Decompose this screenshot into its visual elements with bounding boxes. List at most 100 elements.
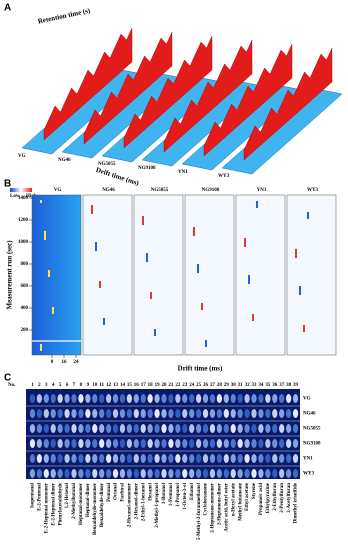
spot [175, 469, 181, 478]
spot [251, 454, 257, 463]
spot [92, 424, 98, 433]
signal [52, 311, 54, 314]
spot [119, 409, 126, 418]
spot [272, 439, 278, 448]
spot [112, 409, 119, 418]
spot [161, 394, 167, 403]
column-number: 37 [279, 383, 285, 388]
spot [57, 424, 63, 433]
signal [99, 283, 101, 286]
spot [175, 409, 181, 418]
column-number: 38 [286, 383, 292, 388]
spot [43, 439, 49, 448]
sample-label: VG [18, 154, 26, 159]
column-number: 36 [272, 383, 278, 388]
signal [197, 266, 199, 269]
spot [85, 424, 91, 433]
compound-label: 2-Heptanone-dimer [218, 482, 223, 525]
spot [258, 469, 264, 478]
y-tick-label: 400 [21, 306, 29, 311]
spot [140, 454, 146, 463]
compound-label: 2-Acetylfuran [287, 483, 292, 513]
spot [154, 424, 160, 433]
signal [248, 281, 250, 284]
signal [99, 285, 101, 288]
signal [146, 259, 148, 262]
signal [252, 314, 254, 317]
column-number: 5 [59, 383, 62, 388]
signal [303, 329, 305, 332]
spot [126, 394, 133, 403]
compound-label: Heptanal-dimer [86, 482, 91, 517]
spot [105, 394, 112, 403]
row-label: NG9108 [303, 442, 321, 447]
spot [265, 424, 271, 433]
spot [216, 409, 223, 418]
spot [99, 439, 105, 448]
y-tick-label: 600 [21, 284, 29, 289]
signal [201, 303, 203, 306]
spot [230, 439, 236, 448]
signal [244, 244, 246, 247]
signal [40, 348, 42, 351]
peak [203, 43, 293, 157]
signal [205, 342, 207, 345]
colorbar-label: High [26, 194, 37, 199]
signal [307, 214, 309, 217]
column-number: 24 [189, 383, 195, 388]
signal [205, 340, 207, 343]
compound-label: Cyclohexanone [204, 482, 209, 515]
spot [285, 409, 292, 418]
x-axis-label: Drift time (ms) [178, 365, 223, 373]
signal [142, 218, 144, 221]
column-number: 34 [258, 383, 264, 388]
signal [103, 322, 105, 325]
column-number: 22 [175, 383, 181, 388]
compound-label: E-2-Heptenal monomer [44, 482, 49, 533]
signal [299, 288, 301, 291]
spot [168, 424, 174, 433]
spot [119, 394, 126, 403]
column-number: 31 [238, 383, 244, 388]
spot [154, 469, 160, 478]
spot [168, 394, 174, 403]
compound-label: 1,2-Hexenal [65, 482, 70, 508]
compound-label: 2-Ethyl-1-hexanol [141, 482, 146, 521]
spot [133, 454, 139, 463]
compound-label: 1-Pentanol [169, 482, 174, 506]
spot [133, 439, 139, 448]
spot [209, 454, 216, 463]
column-number: 15 [127, 383, 133, 388]
signal [142, 216, 144, 219]
sample-header: WY3 [307, 188, 319, 193]
spot [258, 454, 264, 463]
subplot [184, 194, 235, 356]
spot [202, 424, 209, 433]
spot [154, 409, 160, 418]
panel-label: B [4, 179, 11, 190]
compound-label: Benzaldehyde-dimer [100, 482, 105, 527]
column-number: 11 [99, 383, 104, 388]
spot [161, 454, 167, 463]
compound-label: Heptanal-monomer [79, 482, 84, 525]
peak [163, 39, 253, 153]
spot [85, 439, 91, 448]
signal [244, 238, 246, 241]
column-number: 33 [252, 383, 258, 388]
spot [43, 394, 49, 403]
signal [95, 246, 97, 249]
column-number: 1 [31, 383, 34, 388]
spot [237, 469, 243, 478]
column-number: 2 [38, 383, 41, 388]
spot [78, 454, 84, 463]
y-tick-label: 200 [21, 328, 29, 333]
spot [279, 439, 285, 448]
spot [85, 454, 91, 463]
spot [140, 394, 146, 403]
compound-label: Octanal [114, 482, 119, 500]
spot [182, 394, 188, 403]
spot [175, 439, 181, 448]
spot [140, 469, 146, 478]
compound-label: Ethanol [190, 482, 195, 500]
